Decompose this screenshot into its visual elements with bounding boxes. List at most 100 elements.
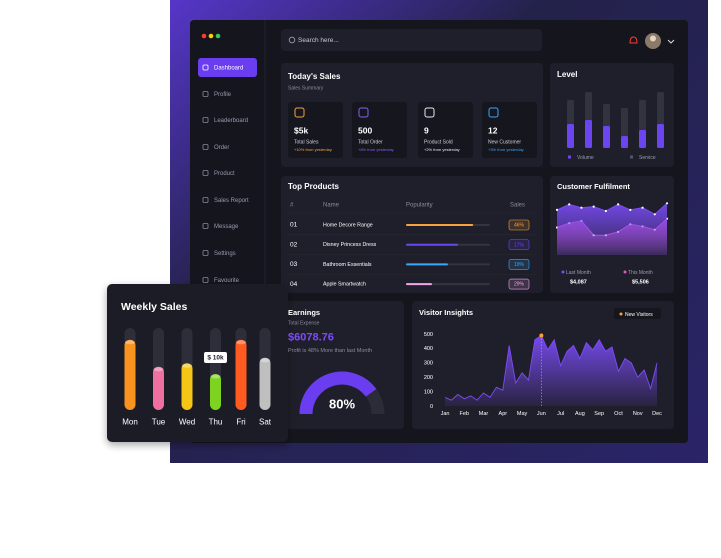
nav-item[interactable]: Order	[214, 145, 229, 151]
nav-icon	[202, 91, 209, 97]
column-header: Sales	[510, 203, 525, 209]
row-name: Apple Smartwatch	[323, 282, 366, 288]
nav-icon	[202, 223, 209, 229]
volume-bar	[603, 126, 610, 148]
stat-change: +2% from yesterday	[424, 147, 460, 152]
chevron[interactable]	[667, 39, 675, 44]
nav-item[interactable]: Profile	[214, 92, 232, 98]
stat-icon	[358, 107, 369, 118]
fulfilment-point	[592, 205, 595, 208]
bar-cap	[182, 363, 192, 368]
nav-item[interactable]: Leaderboard	[214, 118, 248, 124]
active-nav[interactable]	[198, 58, 257, 77]
value-tag	[204, 352, 227, 363]
stat-change: +8% from yesterday	[358, 147, 394, 152]
sales-bar	[210, 374, 221, 410]
card-title: Earnings	[288, 308, 320, 317]
search-bar[interactable]	[281, 29, 542, 51]
fulfilment-line	[556, 202, 668, 215]
bar-cap	[236, 340, 246, 345]
y-tick-label: 500	[424, 332, 433, 338]
stat-label: Product Sold	[424, 139, 453, 145]
x-tick-label: Oct	[614, 411, 623, 417]
earnings-amount: $6078.76	[288, 331, 334, 343]
fulfilment-area	[557, 203, 667, 255]
column-header: #	[290, 203, 294, 209]
x-tick-label: Sep	[594, 411, 604, 417]
card-title: Level	[557, 70, 577, 79]
y-tick-label: 300	[424, 361, 433, 367]
day-label: Sat	[259, 418, 272, 427]
fulfilment-point	[665, 202, 669, 205]
stat-change: +3% from yesterday	[488, 147, 524, 152]
nav-item[interactable]: Sales Report	[214, 198, 249, 204]
sales-bar	[153, 366, 164, 410]
y-tick-label: 200	[424, 375, 433, 381]
sales-badge	[508, 219, 530, 231]
card-title: Weekly Sales	[121, 301, 188, 313]
card-todays-sales	[281, 63, 543, 167]
card-title: Today's Sales	[288, 72, 341, 81]
stat-tile	[352, 102, 407, 158]
row-name: Disney Princess Dress	[323, 242, 377, 248]
value-label: $ 10k	[207, 355, 224, 362]
nav-item[interactable]: Message	[214, 224, 239, 230]
earnings-note: Profit is 48% More than last Month	[288, 348, 373, 354]
nav-icon	[202, 144, 209, 150]
sales-bar	[259, 357, 271, 410]
row-rank: 04	[290, 281, 298, 288]
window-dot	[201, 33, 207, 39]
fulfilment-point	[641, 206, 644, 209]
sales-badge	[508, 278, 530, 290]
nav-item[interactable]: Favourite	[214, 278, 240, 284]
nav-item[interactable]: Product	[214, 171, 235, 177]
fulfilment-point	[555, 208, 559, 211]
y-tick-label: 100	[424, 389, 433, 395]
x-tick-label: Dec	[652, 411, 662, 417]
legend-swatch	[568, 155, 571, 159]
column-header: Name	[323, 203, 340, 209]
nav-icon	[202, 170, 209, 176]
fulfilment-point	[629, 208, 632, 211]
sales-badge	[508, 259, 530, 270]
gauge-fill	[299, 371, 377, 415]
fulfilment-point	[568, 203, 571, 206]
day-label: Mon	[122, 418, 138, 427]
row-name: Bathroom Essentials	[323, 262, 372, 268]
column-header: Popularity	[406, 203, 433, 209]
x-tick-label: Jan	[441, 411, 450, 417]
fulfilment-point	[604, 209, 607, 213]
nav-icon	[202, 277, 209, 283]
stat-label: Total Order	[358, 139, 383, 145]
legend-value: $4,087	[570, 279, 587, 285]
bar-cap	[210, 374, 221, 379]
stat-tile	[482, 102, 537, 158]
legend-label: Service	[639, 155, 656, 161]
row-name: Home Decore Range	[323, 222, 373, 228]
card-subtitle: Sales Summary	[288, 85, 324, 91]
y-tick-label: 400	[424, 346, 433, 352]
window-dot	[215, 33, 221, 39]
nav-item[interactable]: Dashboard	[214, 66, 243, 72]
day-label: Tue	[152, 418, 166, 427]
row-rank: 02	[290, 241, 298, 248]
sales-bar	[124, 339, 136, 410]
day-label: Thu	[209, 418, 223, 427]
legend-label: Volume	[577, 155, 594, 161]
bell-icon[interactable]	[629, 36, 638, 44]
legend-dot	[623, 270, 627, 274]
volume-bar	[657, 124, 664, 148]
card-subtitle: Total Expense	[288, 320, 320, 326]
legend-label: This Month	[628, 270, 653, 276]
popularity-bar	[406, 243, 459, 246]
volume-bar	[585, 120, 592, 148]
stat-label: New Customer	[488, 139, 521, 145]
popularity-bar	[406, 283, 433, 286]
popularity-bar	[406, 263, 448, 266]
sales-bar	[235, 339, 247, 410]
x-tick-label: Nov	[633, 411, 643, 417]
nav-icon	[202, 117, 209, 123]
nav-item[interactable]: Settings	[214, 251, 236, 257]
x-tick-label: May	[517, 411, 528, 417]
